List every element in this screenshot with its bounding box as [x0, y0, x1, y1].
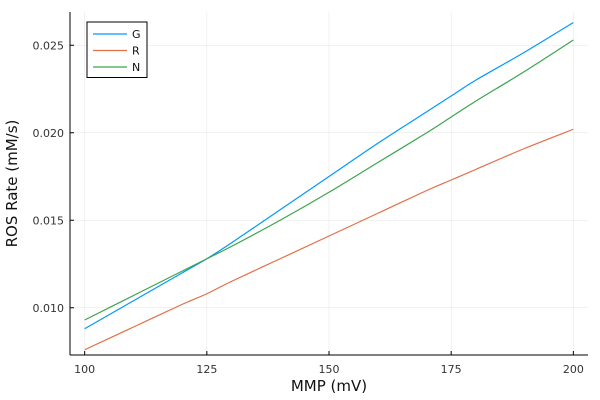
x-axis-label: MMP (mV) — [291, 377, 367, 395]
x-tick-label: 175 — [441, 363, 462, 376]
y-tick-label: 0.010 — [33, 302, 65, 315]
y-tick-label: 0.020 — [33, 127, 65, 140]
legend-label-r: R — [132, 45, 140, 58]
legend-label-n: N — [132, 61, 140, 74]
legend-label-g: G — [132, 28, 141, 41]
x-tick-label: 150 — [319, 363, 340, 376]
series-line-n — [84, 39, 574, 321]
series-line-r — [84, 128, 574, 351]
x-tick-label: 125 — [196, 363, 217, 376]
axis-ticks: 100 125 150 175 200 0.010 0.015 0.020 0.025 — [33, 39, 584, 376]
y-axis-label: ROS Rate (mM/s) — [3, 120, 21, 248]
series-line-g — [84, 21, 574, 330]
grid-lines — [70, 12, 588, 355]
y-tick-label: 0.015 — [33, 214, 65, 227]
x-tick-label: 200 — [563, 363, 584, 376]
y-tick-label: 0.025 — [33, 39, 65, 52]
legend-box — [86, 21, 148, 78]
legend: GRN — [86, 21, 148, 78]
series-lines — [84, 21, 574, 351]
x-tick-label: 100 — [74, 363, 95, 376]
